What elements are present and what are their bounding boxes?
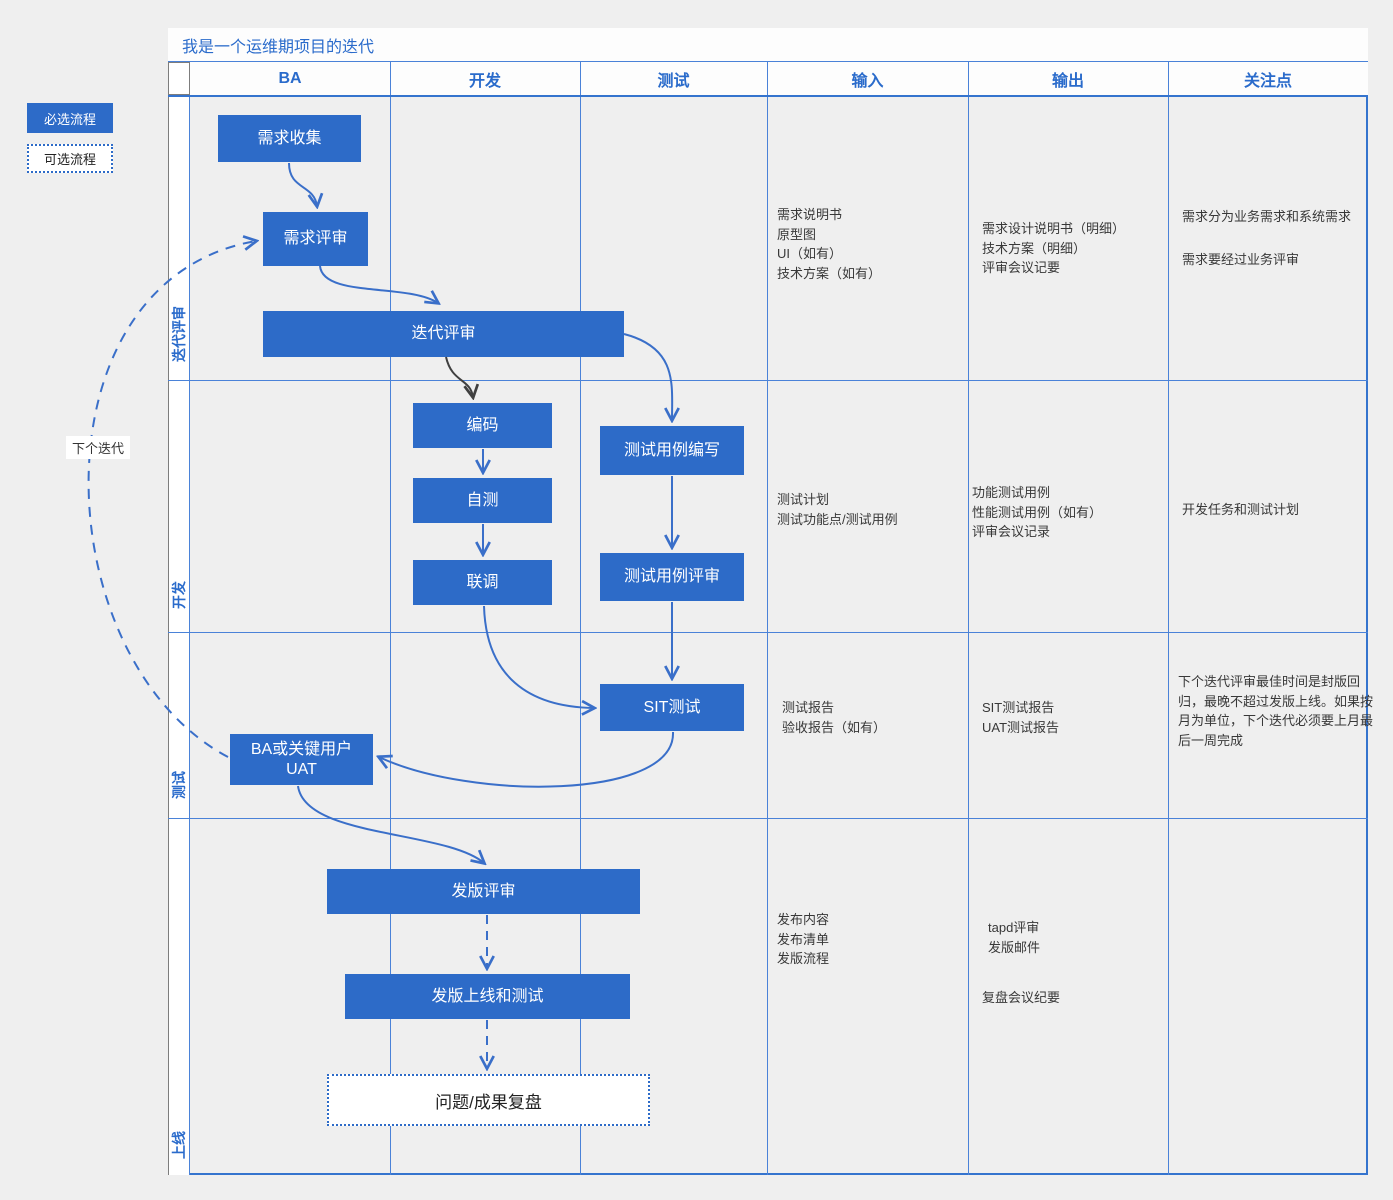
node-uat[interactable]: BA或关键用户 UAT [230,734,373,785]
lane-strip-header-cell[interactable] [168,62,190,95]
node-iteration-review[interactable]: 迭代评审 [263,311,624,357]
lane-label-iteration-review: 迭代评审 [171,306,187,362]
cell-iteration-focus-1: 需求分为业务需求和系统需求 [1182,209,1352,224]
cell-test-output: SIT测试报告 UAT测试报告 [982,700,1060,735]
grid-line-vertical [390,62,391,1175]
diagram-title: 我是一个运维期项目的迭代 [168,28,1368,62]
node-joint-debugging[interactable]: 联调 [413,560,552,605]
node-release-review[interactable]: 发版评审 [327,869,640,914]
node-coding[interactable]: 编码 [413,403,552,448]
node-requirement-review[interactable]: 需求评审 [263,212,368,266]
node-self-test[interactable]: 自测 [413,478,552,523]
column-header-row: BA 开发 测试 输入 输出 关注点 [190,62,1368,95]
cell-online-output-1: tapd评审 发版邮件 [988,920,1041,955]
legend-optional-swatch[interactable]: 可选流程 [27,144,113,173]
node-test-case-review[interactable]: 测试用例评审 [600,553,744,601]
cell-iteration-input: 需求说明书 原型图 UI（如有） 技术方案（如有） [777,207,882,281]
column-header-output: 输出 [1051,72,1084,90]
cell-test-input: 测试报告 验收报告（如有） [782,700,887,735]
lane-label-development: 开发 [171,581,187,609]
cell-dev-focus: 开发任务和测试计划 [1182,502,1300,517]
cell-online-input: 发布内容 发布清单 发版流程 [777,912,830,966]
column-header-input: 输入 [851,72,884,90]
grid-line-horizontal [168,818,1368,819]
lane-label-testing: 测试 [171,771,187,799]
column-header-focus: 关注点 [1243,72,1292,90]
grid-line-vertical [968,62,969,1175]
grid-line-horizontal [168,380,1368,381]
cell-iteration-output: 需求设计说明书（明细） 技术方案（明细） 评审会议记要 [982,221,1126,275]
column-header-test: 测试 [657,72,690,90]
cell-test-focus: 下个迭代评审最佳时间是封版回归，最晚不超过发版上线。如果按月为单位，下个迭代必须… [1178,674,1374,748]
grid-line-horizontal [168,95,1368,97]
node-test-case-writing[interactable]: 测试用例编写 [600,426,744,475]
grid-line-vertical [767,62,768,1175]
cell-online-output-2: 复盘会议纪要 [982,990,1061,1005]
next-iteration-label: 下个迭代 [66,436,131,459]
grid-line-vertical [1168,62,1169,1175]
cell-dev-input: 测试计划 测试功能点/测试用例 [777,492,898,527]
lane-strip [168,95,190,1175]
node-release-online-test[interactable]: 发版上线和测试 [345,974,630,1019]
legend-required-swatch[interactable]: 必选流程 [27,103,113,133]
column-header-dev: 开发 [468,72,501,90]
column-header-ba: BA [278,69,302,87]
node-retrospective[interactable]: 问题/成果复盘 [327,1074,650,1126]
grid-line-horizontal [168,632,1368,633]
node-requirement-collection[interactable]: 需求收集 [218,115,361,162]
node-sit-test[interactable]: SIT测试 [600,684,744,731]
lane-label-golive: 上线 [171,1131,187,1159]
cell-iteration-focus-2: 需求要经过业务评审 [1182,252,1300,267]
cell-dev-output: 功能测试用例 性能测试用例（如有） 评审会议记录 [972,485,1103,539]
